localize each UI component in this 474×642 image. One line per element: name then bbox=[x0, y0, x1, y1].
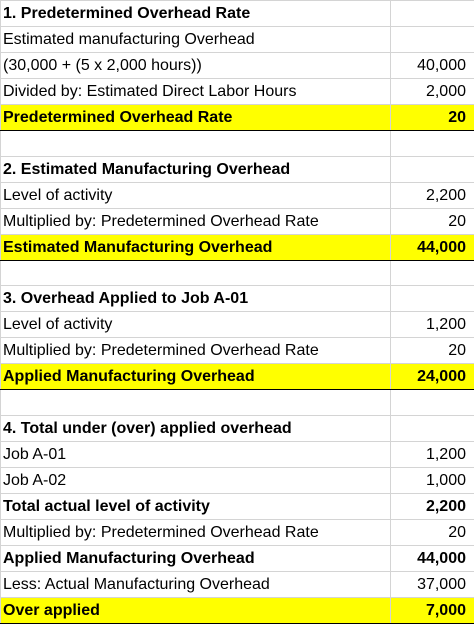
label-cell[interactable] bbox=[0, 130, 391, 157]
table-row bbox=[0, 259, 474, 287]
spreadsheet: 1. Predetermined Overhead Rate Estimated … bbox=[0, 0, 474, 625]
value-cell[interactable] bbox=[390, 26, 474, 53]
table-row: (30,000 + (5 x 2,000 hours)) 40,000 bbox=[0, 52, 474, 79]
table-row: 3. Overhead Applied to Job A-01 bbox=[0, 285, 474, 313]
value-cell[interactable]: 2,200 bbox=[390, 493, 474, 521]
value-cell[interactable]: 20 bbox=[390, 337, 474, 365]
overhead-table: 1. Predetermined Overhead Rate Estimated … bbox=[0, 0, 474, 625]
table-row: 4. Total under (over) applied overhead bbox=[0, 415, 474, 443]
label-cell[interactable]: Over applied bbox=[0, 597, 391, 625]
value-cell[interactable] bbox=[390, 0, 474, 27]
value-cell[interactable] bbox=[390, 155, 474, 183]
value-cell[interactable]: 1,200 bbox=[390, 441, 474, 469]
value-cell[interactable]: 2,000 bbox=[390, 78, 474, 105]
label-cell[interactable]: Multiplied by: Predetermined Overhead Ra… bbox=[0, 519, 391, 547]
table-row: Less: Actual Manufacturing Overhead 37,00… bbox=[0, 571, 474, 599]
label-cell[interactable]: Applied Manufacturing Overhead bbox=[0, 545, 391, 573]
label-cell[interactable]: Total actual level of activity bbox=[0, 493, 391, 521]
value-cell[interactable] bbox=[390, 130, 474, 157]
value-cell[interactable]: 2,200 bbox=[390, 181, 474, 209]
table-row: Multiplied by: Predetermined Overhead Ra… bbox=[0, 207, 474, 235]
value-cell[interactable] bbox=[390, 389, 474, 417]
label-cell[interactable]: Applied Manufacturing Overhead bbox=[0, 363, 391, 391]
table-row: Estimated manufacturing Overhead bbox=[0, 26, 474, 53]
value-cell[interactable]: 24,000 bbox=[390, 363, 474, 391]
table-row: Applied Manufacturing Overhead 24,000 bbox=[0, 363, 474, 391]
label-cell[interactable]: Estimated manufacturing Overhead bbox=[0, 26, 391, 53]
label-cell[interactable]: (30,000 + (5 x 2,000 hours)) bbox=[0, 52, 391, 79]
label-cell[interactable]: Level of activity bbox=[0, 311, 391, 339]
value-cell[interactable]: 7,000 bbox=[390, 597, 474, 625]
table-row: 1. Predetermined Overhead Rate bbox=[0, 0, 474, 27]
value-cell[interactable]: 37,000 bbox=[390, 571, 474, 599]
value-cell[interactable] bbox=[390, 285, 474, 313]
value-cell[interactable]: 20 bbox=[390, 519, 474, 547]
label-cell[interactable]: Level of activity bbox=[0, 181, 391, 209]
label-cell[interactable]: Multiplied by: Predetermined Overhead Ra… bbox=[0, 337, 391, 365]
label-cell[interactable]: Job A-02 bbox=[0, 467, 391, 495]
label-cell[interactable]: Multiplied by: Predetermined Overhead Ra… bbox=[0, 207, 391, 235]
table-row: Job A-02 1,000 bbox=[0, 467, 474, 495]
table-row: Multiplied by: Predetermined Overhead Ra… bbox=[0, 519, 474, 547]
label-cell[interactable]: Job A-01 bbox=[0, 441, 391, 469]
table-row: Level of activity 1,200 bbox=[0, 311, 474, 339]
table-row bbox=[0, 389, 474, 417]
value-cell[interactable] bbox=[390, 259, 474, 287]
label-cell[interactable] bbox=[0, 389, 391, 417]
table-row: 2. Estimated Manufacturing Overhead bbox=[0, 155, 474, 183]
label-cell[interactable]: 2. Estimated Manufacturing Overhead bbox=[0, 155, 391, 183]
label-cell[interactable] bbox=[0, 259, 391, 287]
value-cell[interactable]: 1,200 bbox=[390, 311, 474, 339]
table-row: Over applied 7,000 bbox=[0, 597, 474, 625]
value-cell[interactable]: 44,000 bbox=[390, 233, 474, 261]
label-cell[interactable]: Predetermined Overhead Rate bbox=[0, 104, 391, 131]
table-row: Applied Manufacturing Overhead 44,000 bbox=[0, 545, 474, 573]
value-cell[interactable]: 1,000 bbox=[390, 467, 474, 495]
label-cell[interactable]: Less: Actual Manufacturing Overhead bbox=[0, 571, 391, 599]
table-row bbox=[0, 130, 474, 157]
value-cell[interactable] bbox=[390, 415, 474, 443]
value-cell[interactable]: 20 bbox=[390, 104, 474, 131]
label-cell[interactable]: 4. Total under (over) applied overhead bbox=[0, 415, 391, 443]
label-cell[interactable]: Divided by: Estimated Direct Labor Hours bbox=[0, 78, 391, 105]
table-body: 1. Predetermined Overhead Rate Estimated … bbox=[0, 0, 474, 625]
table-row: Total actual level of activity 2,200 bbox=[0, 493, 474, 521]
value-cell[interactable]: 40,000 bbox=[390, 52, 474, 79]
table-row: Predetermined Overhead Rate 20 bbox=[0, 104, 474, 131]
label-cell[interactable]: 3. Overhead Applied to Job A-01 bbox=[0, 285, 391, 313]
table-row: Estimated Manufacturing Overhead 44,000 bbox=[0, 233, 474, 261]
value-cell[interactable]: 20 bbox=[390, 207, 474, 235]
table-row: Job A-01 1,200 bbox=[0, 441, 474, 469]
label-cell[interactable]: Estimated Manufacturing Overhead bbox=[0, 233, 391, 261]
table-row: Multiplied by: Predetermined Overhead Ra… bbox=[0, 337, 474, 365]
label-cell[interactable]: 1. Predetermined Overhead Rate bbox=[0, 0, 391, 27]
table-row: Level of activity 2,200 bbox=[0, 181, 474, 209]
value-cell[interactable]: 44,000 bbox=[390, 545, 474, 573]
table-row: Divided by: Estimated Direct Labor Hours… bbox=[0, 78, 474, 105]
